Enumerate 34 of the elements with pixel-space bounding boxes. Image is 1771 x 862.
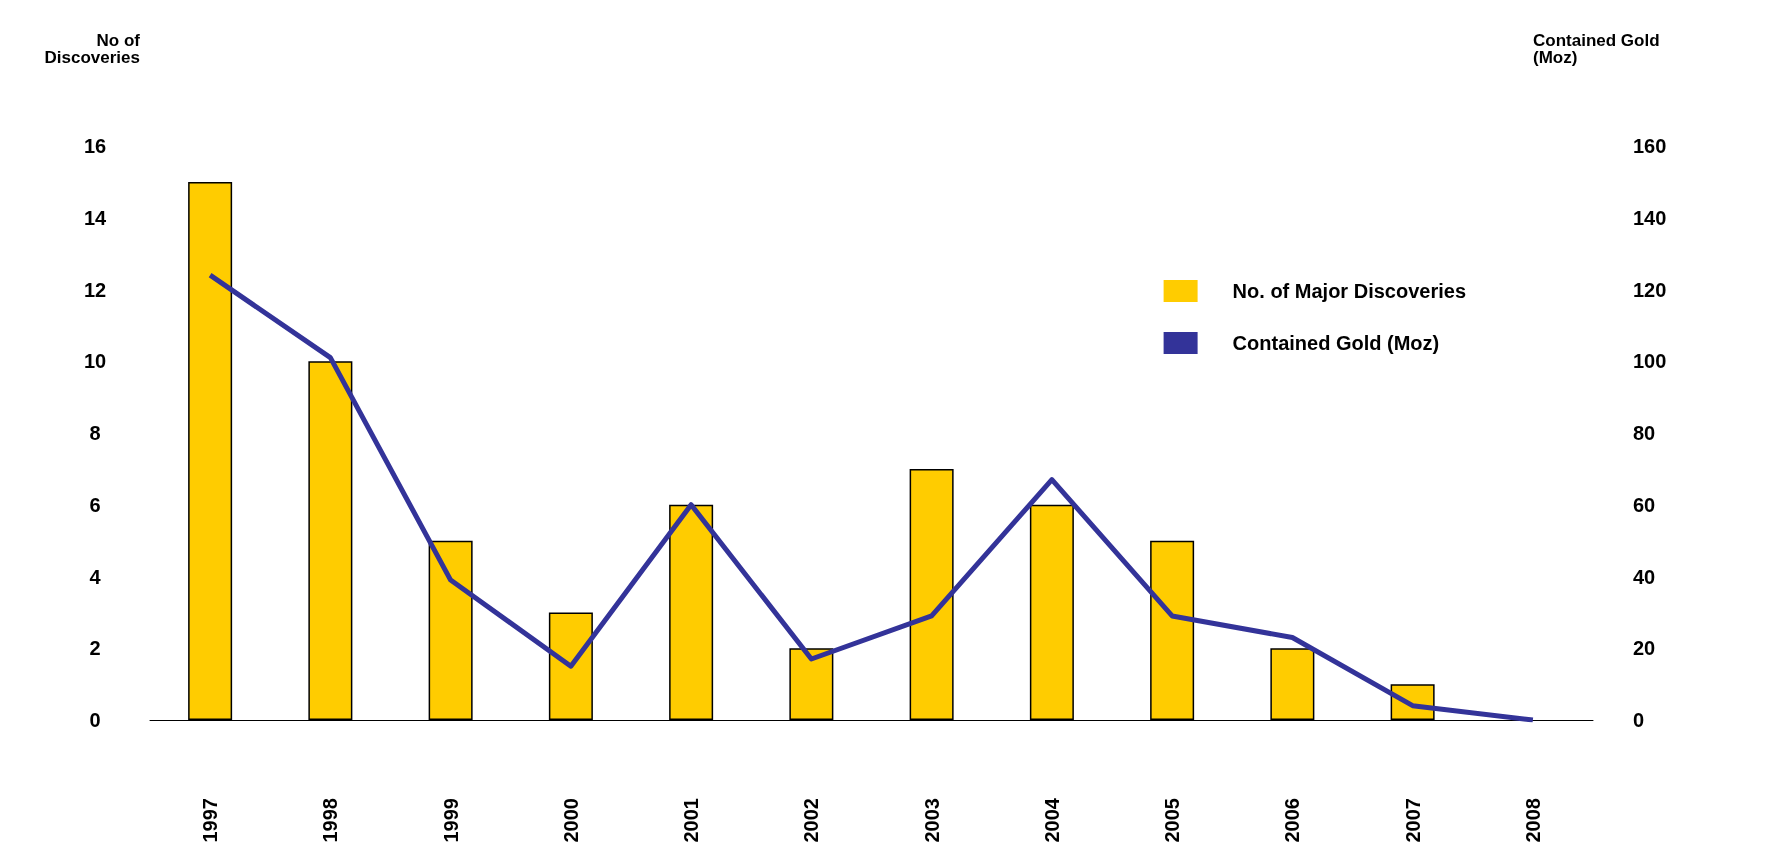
y-tick-label: 10	[83, 350, 107, 373]
y2-axis-title: Contained Gold (Moz)	[1533, 31, 1660, 67]
x-tick-label: 2002	[800, 798, 823, 843]
x-tick-label: 2004	[1040, 797, 1063, 843]
y2-tick-label: 160	[1633, 135, 1667, 157]
x-tick-label: 2000	[559, 798, 582, 843]
x-tick-label: 2008	[1521, 798, 1544, 843]
x-tick-label: 1997	[199, 798, 222, 843]
y-tick-label: 16	[83, 135, 107, 157]
y-tick-label: 2	[89, 637, 101, 660]
y-tick-label: 4	[89, 565, 102, 588]
x-tick-label: 2001	[680, 798, 703, 843]
y-tick-label: 8	[89, 422, 101, 444]
y2-tick-label: 120	[1633, 278, 1667, 301]
x-tick-label: 2007	[1401, 798, 1424, 843]
x-tick-label: 1999	[439, 798, 462, 843]
y-tick-label: 6	[89, 493, 101, 516]
y2-tick-label: 20	[1633, 637, 1656, 660]
y-axis-title: No of Discoveries	[44, 31, 141, 67]
y-tick-label: 12	[83, 278, 107, 301]
y-tick-label: 14	[83, 206, 107, 229]
x-tick-label: 2006	[1281, 798, 1304, 843]
y2-tick-label: 40	[1633, 565, 1656, 588]
x-tick-label: 2005	[1161, 798, 1184, 843]
x-tick-label: 2003	[920, 798, 943, 843]
y2-tick-label: 60	[1633, 493, 1656, 516]
y2-tick-label: 140	[1633, 206, 1667, 229]
x-tick-label: 1998	[319, 798, 342, 843]
legend-label: Contained Gold (Moz)	[1232, 332, 1440, 354]
y2-tick-label: 80	[1633, 422, 1656, 444]
y2-tick-label: 100	[1633, 350, 1667, 373]
legend-label: No. of Major Discoveries	[1232, 280, 1467, 302]
y-tick-label: 0	[89, 709, 101, 731]
y2-tick-label: 0	[1633, 709, 1645, 731]
